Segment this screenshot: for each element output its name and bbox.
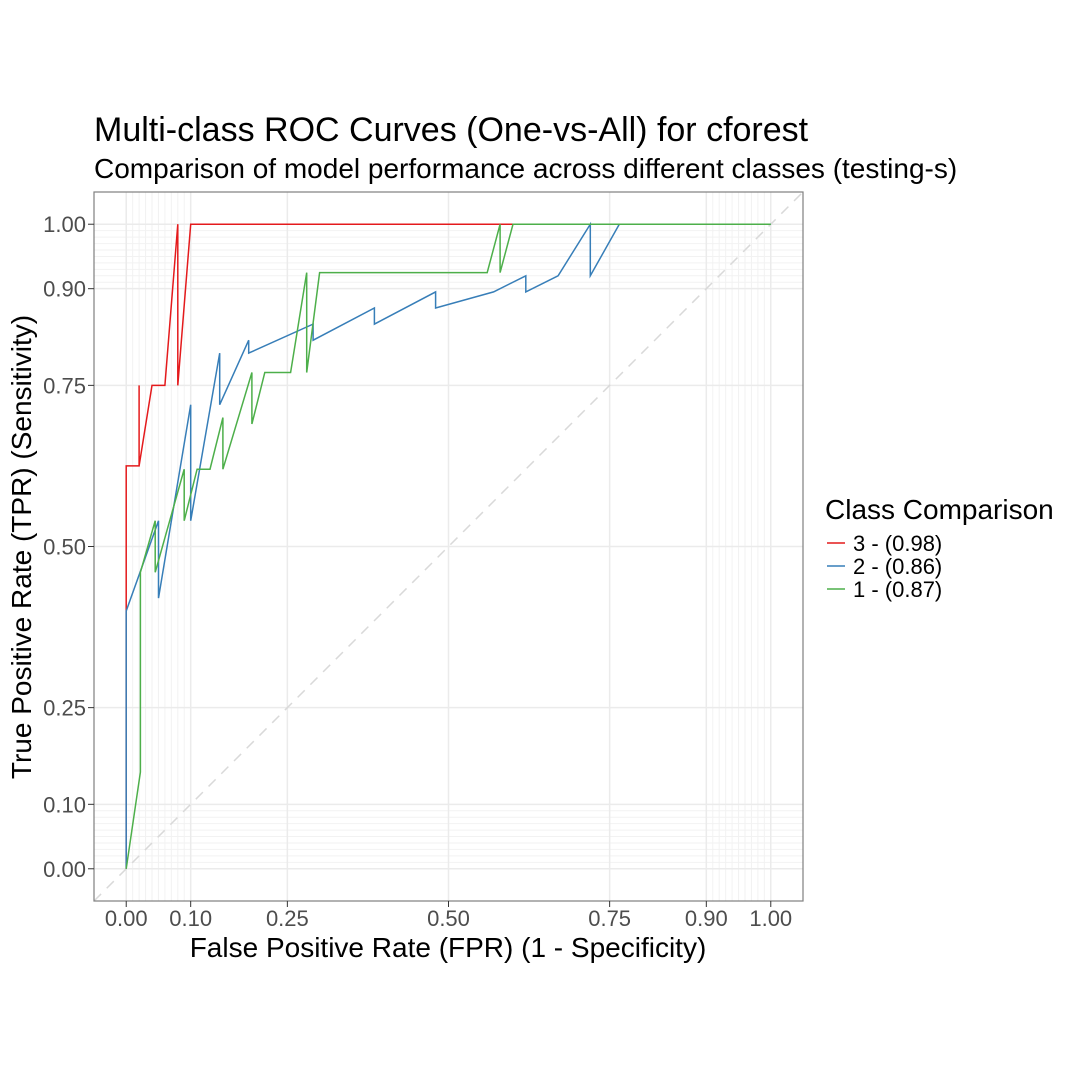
x-tick-label: 0.25 bbox=[266, 906, 309, 931]
x-tick-label: 0.75 bbox=[588, 906, 631, 931]
grid bbox=[94, 192, 803, 901]
legend-label: 3 - (0.98) bbox=[853, 531, 942, 556]
series-line bbox=[125, 223, 771, 869]
x-tick-label: 0.00 bbox=[105, 906, 148, 931]
y-tick-label: 0.75 bbox=[43, 373, 86, 398]
legend: Class Comparison 3 - (0.98)2 - (0.86)1 -… bbox=[825, 494, 1054, 602]
x-tick-label: 0.10 bbox=[169, 906, 212, 931]
y-tick-label: 0.25 bbox=[43, 696, 86, 721]
y-axis-ticks: 0.00 0.10 0.25 0.50 0.75 0.90 1.00 bbox=[43, 212, 94, 882]
y-tick-label: 0.90 bbox=[43, 277, 86, 302]
legend-label: 1 - (0.87) bbox=[853, 577, 942, 602]
chart-subtitle: Comparison of model performance across d… bbox=[94, 153, 957, 184]
x-axis-title: False Positive Rate (FPR) (1 - Specifici… bbox=[190, 932, 707, 963]
x-tick-label: 0.90 bbox=[685, 906, 728, 931]
y-tick-label: 1.00 bbox=[43, 212, 86, 237]
series-line bbox=[125, 223, 513, 869]
x-tick-label: 0.50 bbox=[427, 906, 470, 931]
y-tick-label: 0.10 bbox=[43, 792, 86, 817]
legend-title: Class Comparison bbox=[825, 494, 1054, 525]
series-layer bbox=[125, 221, 771, 869]
series-line bbox=[125, 221, 771, 869]
diagonal-reference-line bbox=[93, 191, 804, 902]
y-tick-label: 0.00 bbox=[43, 857, 86, 882]
x-axis-ticks: 0.00 0.10 0.25 0.50 0.75 0.90 1.00 bbox=[105, 901, 792, 931]
y-axis-title: True Positive Rate (TPR) (Sensitivity) bbox=[6, 315, 37, 779]
legend-items: 3 - (0.98)2 - (0.86)1 - (0.87) bbox=[827, 531, 942, 602]
y-tick-label: 0.50 bbox=[43, 535, 86, 560]
chart-title: Multi-class ROC Curves (One-vs-All) for … bbox=[94, 111, 809, 149]
plot-area bbox=[93, 191, 804, 902]
legend-label: 2 - (0.86) bbox=[853, 554, 942, 579]
x-tick-label: 1.00 bbox=[749, 906, 792, 931]
